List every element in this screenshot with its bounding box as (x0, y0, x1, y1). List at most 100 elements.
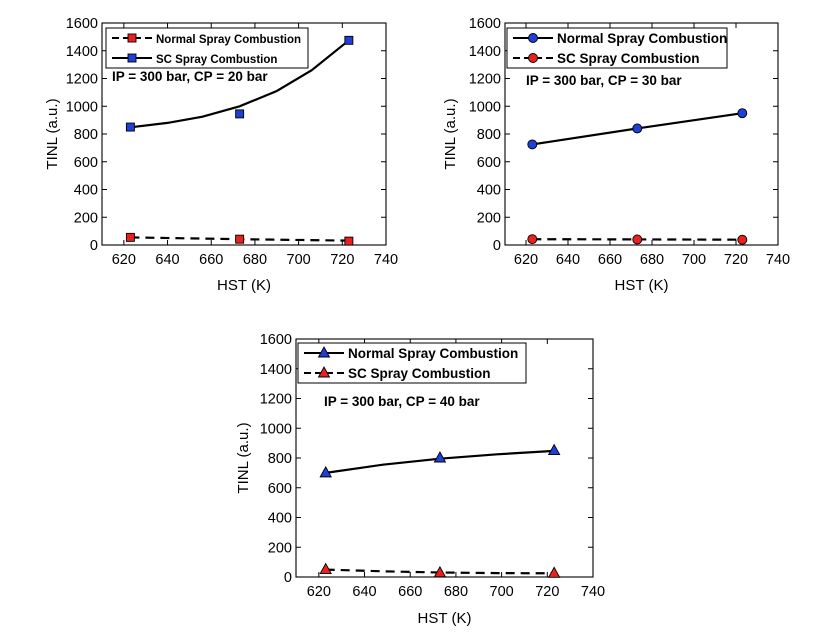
legend-marker (127, 53, 137, 63)
x-tick-label: 740 (766, 252, 790, 268)
y-tick-label: 1400 (260, 362, 292, 378)
x-tick-label: 700 (682, 252, 706, 268)
x-tick-label: 740 (374, 252, 398, 268)
legend-box (105, 27, 309, 69)
series-0 (527, 108, 748, 150)
legend-label: SC Spray Combustion (156, 54, 277, 66)
legend-label: SC Spray Combustion (348, 366, 491, 381)
y-tick-label: 1600 (66, 16, 98, 32)
data-point (433, 451, 447, 463)
x-tick-label: 640 (352, 584, 376, 600)
condition-annotation: IP = 300 bar, CP = 40 bar (324, 394, 480, 409)
x-tick-label: 660 (398, 584, 422, 600)
y-tick-label: 0 (493, 238, 501, 254)
data-point (344, 35, 354, 45)
data-point (527, 139, 538, 150)
x-tick-label: 720 (724, 252, 748, 268)
legend-label: SC Spray Combustion (557, 51, 700, 66)
legend: Normal Spray Combustion SC Spray Combusti… (297, 342, 527, 384)
y-axis-label: TINL (a.u.) (442, 98, 459, 169)
y-tick-label: 800 (268, 451, 292, 467)
y-tick-label: 1000 (469, 99, 501, 115)
condition-annotation: IP = 300 bar, CP = 20 bar (112, 69, 268, 84)
y-tick-label: 1200 (469, 72, 501, 88)
series-1 (319, 562, 561, 578)
x-tick-label: 700 (287, 252, 311, 268)
chart-cp-30: 0 200 400 600 800 1000 1200 1400 1600 620 640 660 68… (442, 16, 790, 294)
y-axis-label: TINL (a.u.) (44, 98, 61, 169)
y-tick-label: 0 (284, 570, 292, 586)
data-point (235, 109, 245, 119)
series-0 (319, 443, 561, 478)
series-1 (125, 35, 354, 132)
y-tick-label: 1600 (469, 16, 501, 32)
chart-cp-20: 0 200 400 600 800 1000 1200 1400 1600 620 640 660 68… (44, 16, 398, 294)
fit-line (130, 39, 350, 129)
x-tick-label: 720 (330, 252, 354, 268)
legend-label: Normal Spray Combustion (348, 346, 518, 361)
x-axis-label: HST (K) (217, 277, 271, 294)
x-tick-label: 620 (514, 252, 538, 268)
data-point (527, 234, 538, 245)
y-tick-label: 1200 (260, 392, 292, 408)
x-tick-label: 620 (112, 252, 136, 268)
legend-label: Normal Spray Combustion (156, 34, 301, 46)
x-tick-label: 640 (155, 252, 179, 268)
legend: Normal Spray Combustion SC Spray Combusti… (105, 27, 309, 69)
y-tick-label: 1000 (66, 99, 98, 115)
legend-box (297, 342, 527, 384)
x-tick-label: 740 (581, 584, 605, 600)
data-point (632, 123, 643, 134)
y-axis-label: TINL (a.u.) (235, 422, 252, 493)
y-tick-label: 800 (74, 127, 98, 143)
x-tick-label: 720 (535, 584, 559, 600)
x-tick-label: 660 (598, 252, 622, 268)
data-point (235, 234, 245, 244)
series-0 (125, 232, 354, 246)
data-point (737, 234, 748, 245)
y-tick-label: 1400 (469, 44, 501, 60)
data-point (433, 565, 447, 578)
y-tick-label: 800 (477, 127, 501, 143)
legend: Normal Spray Combustion SC Spray Combusti… (506, 27, 728, 69)
data-point (632, 234, 643, 245)
x-tick-label: 680 (640, 252, 664, 268)
y-tick-label: 200 (74, 210, 98, 226)
legend-marker (528, 33, 538, 43)
x-tick-label: 660 (199, 252, 223, 268)
data-point (547, 566, 561, 578)
y-tick-label: 1600 (260, 332, 292, 348)
y-tick-label: 400 (477, 183, 501, 199)
data-point (737, 108, 748, 119)
y-tick-label: 1400 (66, 44, 98, 60)
legend-marker (127, 33, 137, 43)
data-point (125, 232, 135, 242)
legend-box (506, 27, 728, 69)
y-tick-label: 600 (268, 481, 292, 497)
chart-cp-40: 0 200 400 600 800 1000 1200 1400 1600 620 640 660 68… (235, 332, 605, 627)
legend-marker (317, 366, 331, 378)
condition-annotation: IP = 300 bar, CP = 30 bar (526, 73, 682, 88)
y-tick-label: 600 (477, 155, 501, 171)
x-tick-label: 700 (490, 584, 514, 600)
data-point (125, 122, 135, 132)
y-tick-label: 0 (90, 238, 98, 254)
legend-label: Normal Spray Combustion (557, 31, 727, 46)
data-point (319, 465, 332, 478)
data-point (319, 562, 332, 575)
y-tick-label: 200 (477, 210, 501, 226)
data-point (344, 236, 354, 246)
legend-marker (317, 346, 331, 358)
x-tick-label: 680 (444, 584, 468, 600)
data-point (547, 443, 561, 456)
y-tick-label: 400 (74, 183, 98, 199)
y-tick-label: 1000 (260, 421, 292, 437)
series-1 (527, 234, 748, 245)
x-axis-label: HST (K) (615, 277, 669, 294)
y-tick-label: 200 (268, 540, 292, 556)
y-tick-label: 400 (268, 511, 292, 527)
legend-marker (528, 53, 538, 63)
fit-line (325, 568, 555, 575)
x-tick-label: 680 (243, 252, 267, 268)
y-tick-label: 1200 (66, 72, 98, 88)
